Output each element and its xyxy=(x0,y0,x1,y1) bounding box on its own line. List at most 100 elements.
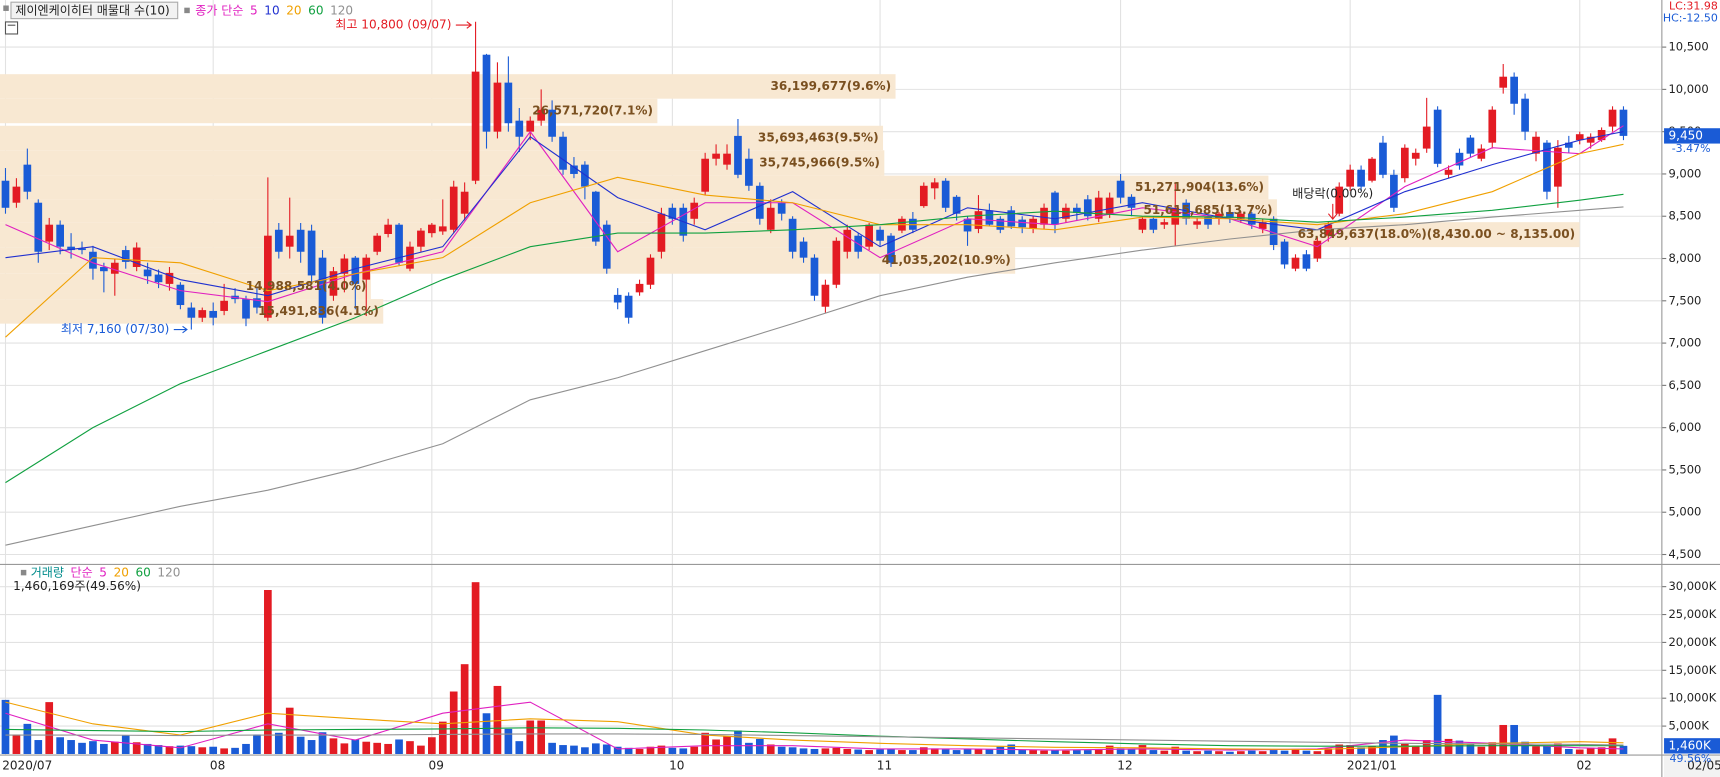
candle-body xyxy=(373,235,382,252)
volume-bar xyxy=(1554,743,1562,754)
candle-body xyxy=(668,207,677,219)
moving-average xyxy=(5,143,1624,338)
title-box[interactable] xyxy=(10,1,179,20)
volume-bar xyxy=(67,740,75,754)
candle-body xyxy=(1051,192,1059,225)
candle-body xyxy=(613,294,622,303)
volume-bar xyxy=(1018,749,1027,754)
volume-bar xyxy=(1466,743,1475,754)
volume-bar xyxy=(734,730,742,754)
legend-entry: 60 xyxy=(308,3,323,17)
candle-body xyxy=(493,82,502,132)
volume-bar xyxy=(209,746,218,754)
candle-body xyxy=(734,135,742,175)
candle-body xyxy=(810,257,819,296)
volume-bar xyxy=(493,685,502,754)
volume-bar xyxy=(832,747,841,754)
price-band xyxy=(0,74,896,99)
candle-body xyxy=(132,247,141,267)
volume-bar xyxy=(373,742,382,754)
volume-bar xyxy=(1269,750,1278,754)
price-band-label: 35,693,463(9.5%) xyxy=(758,131,879,145)
volume-bar xyxy=(1543,745,1551,754)
candle-body xyxy=(865,224,873,247)
candle-body xyxy=(449,186,458,230)
moving-average xyxy=(5,701,1624,751)
candle-body xyxy=(559,136,567,170)
candle-body xyxy=(1619,109,1628,136)
volume-bar xyxy=(1083,750,1092,754)
price-band-label: 35,745,966(9.5%) xyxy=(759,155,880,169)
candle-body xyxy=(1127,196,1136,208)
candle-body xyxy=(220,300,228,311)
candle-body xyxy=(1073,207,1081,213)
volume-bar xyxy=(384,743,392,754)
candle-body xyxy=(242,299,250,319)
hc-label: HC:-12.50 xyxy=(1663,12,1718,25)
volume-bar xyxy=(132,742,141,754)
candle-body xyxy=(1357,169,1365,187)
candle-body xyxy=(351,257,360,284)
volume-bar xyxy=(1422,740,1431,754)
candle-body xyxy=(1291,257,1300,269)
legend-entry: 단순 xyxy=(71,566,93,580)
volume-bar xyxy=(1346,745,1355,754)
x-tick-label: 10 xyxy=(669,759,684,773)
y-tick-label: 15,000K xyxy=(1668,663,1716,677)
legend-icon xyxy=(20,569,27,576)
candle-body xyxy=(952,196,961,214)
candle-body xyxy=(340,258,349,274)
volume-bar xyxy=(220,748,228,754)
candle-body xyxy=(187,307,196,318)
volume-bar xyxy=(45,702,54,754)
volume-bar xyxy=(340,743,349,754)
candle-body xyxy=(67,246,75,251)
candle-body xyxy=(23,164,32,192)
legend-entry: 120 xyxy=(157,566,180,580)
title-icon xyxy=(3,5,9,11)
lc-label: LC:31.98 xyxy=(1669,0,1718,13)
volume-bar xyxy=(766,744,775,754)
calc-icon[interactable] xyxy=(4,21,19,35)
volume-bar xyxy=(1564,748,1573,754)
candle-body xyxy=(974,211,983,229)
candle-body xyxy=(460,191,469,214)
candle-body xyxy=(1466,137,1475,154)
candle-body xyxy=(110,262,119,274)
candle-body xyxy=(395,224,403,263)
candle-body xyxy=(1346,169,1355,187)
volume-bar xyxy=(941,749,950,754)
candle-body xyxy=(1105,197,1114,214)
price-band xyxy=(0,125,884,151)
legend-entry: 20 xyxy=(114,566,129,580)
candle-body xyxy=(143,269,152,277)
volume-bar xyxy=(537,720,546,754)
price-tag-label: 9,450 xyxy=(1668,128,1703,142)
volume-bar xyxy=(712,739,720,754)
volume-bar xyxy=(679,748,688,754)
volume-bar xyxy=(1040,750,1048,754)
y-tick-label: 10,000K xyxy=(1668,691,1716,705)
moving-average xyxy=(5,733,1624,746)
volume-bar xyxy=(1182,750,1191,754)
volume-bar xyxy=(876,749,884,754)
candle-body xyxy=(209,310,218,318)
y-tick-label: 4,500 xyxy=(1668,547,1701,561)
volume-bar xyxy=(12,734,21,754)
candle-body xyxy=(34,202,43,252)
candle-body xyxy=(1029,218,1037,229)
volume-bar xyxy=(1116,748,1125,754)
volume-bar xyxy=(1368,746,1376,754)
candle-body xyxy=(176,284,185,306)
volume-tag xyxy=(1664,738,1720,754)
legend-entry: 5 xyxy=(99,566,107,580)
candle-body xyxy=(1455,152,1464,166)
volume-bar xyxy=(1302,750,1311,754)
volume-bar xyxy=(1532,746,1540,754)
price-band-label: 41,035,202(10.9%) xyxy=(882,253,1011,267)
candle-body xyxy=(1400,147,1409,179)
candle-body xyxy=(646,257,655,285)
candle-body xyxy=(1160,222,1169,225)
y-tick-label: 6,000 xyxy=(1668,420,1701,434)
volume-bar xyxy=(821,748,830,754)
